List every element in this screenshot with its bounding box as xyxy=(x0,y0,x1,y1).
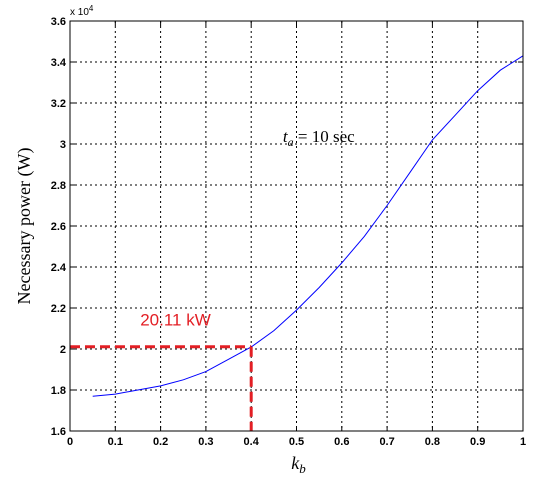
x-tick-label: 0.4 xyxy=(244,436,260,448)
x-tick-label: 0.1 xyxy=(108,436,123,448)
x-axis-label: kb xyxy=(291,453,306,476)
series-line xyxy=(92,55,524,397)
x-tick-label: 0.3 xyxy=(198,436,213,448)
y-tick-label: 3.4 xyxy=(51,57,67,69)
series-layer xyxy=(92,55,524,397)
time-annotation: ta = 10 sec xyxy=(283,127,355,149)
y-tick-label: 3.2 xyxy=(51,98,66,110)
x-tick-label: 0.5 xyxy=(289,436,304,448)
x-tick-label: 0 xyxy=(67,436,73,448)
callout-layer: 20.11 kW xyxy=(70,310,253,431)
x-tick-label: 0.8 xyxy=(425,436,440,448)
y-tick-label: 3.6 xyxy=(51,16,66,28)
y-tick-label: 1.8 xyxy=(51,385,66,397)
y-tick-label: 2.8 xyxy=(51,180,66,192)
x-tick-label: 0.2 xyxy=(153,436,168,448)
x-tick-label: 0.9 xyxy=(470,436,485,448)
y-tick-label: 3 xyxy=(60,139,66,151)
x-tick-label: 1 xyxy=(520,436,526,448)
callout-label: 20.11 kW xyxy=(140,310,211,329)
y-multiplier: x 104 xyxy=(70,4,94,18)
y-tick-label: 1.6 xyxy=(51,426,66,438)
y-axis-label: Necessary power (W) xyxy=(14,148,35,305)
y-tick-label: 2.4 xyxy=(51,262,67,274)
y-axis-ticks: 1.6 1.8 2 2.2 2.4 2.6 2.8 3 3.2 3.4 3.6 xyxy=(51,16,523,438)
x-axis-ticks: 0 0.1 0.2 0.3 0.4 0.5 0.6 0.7 0.8 0.9 1 xyxy=(67,21,526,448)
plot-frame xyxy=(69,20,524,432)
x-tick-label: 0.7 xyxy=(379,436,394,448)
grid xyxy=(70,21,523,431)
y-tick-label: 2 xyxy=(60,344,66,356)
x-tick-label: 0.6 xyxy=(334,436,349,448)
y-tick-label: 2.6 xyxy=(51,221,66,233)
y-tick-label: 2.2 xyxy=(51,303,66,315)
